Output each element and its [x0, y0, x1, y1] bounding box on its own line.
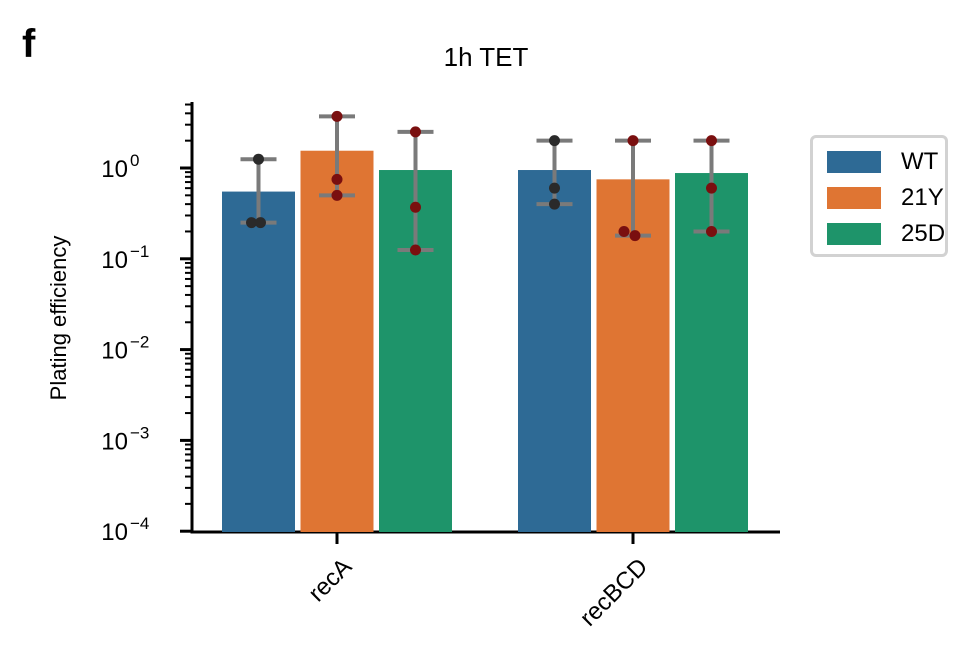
bar-reca-21y — [300, 150, 374, 532]
y-tick-label-exponent: −2 — [130, 333, 149, 352]
data-point — [706, 182, 717, 194]
x-tick-label-recbcd: recBCD — [575, 553, 653, 631]
data-point — [706, 135, 717, 147]
legend-swatch-wt — [827, 151, 881, 173]
bar-recbcd-wt — [518, 170, 591, 532]
y-tick-label-exponent: −3 — [130, 423, 149, 442]
legend-item-wt: WT — [827, 148, 939, 175]
bar-reca-wt — [222, 191, 295, 532]
panel-label: f — [22, 22, 36, 66]
legend: WT 21Y 25D — [810, 135, 948, 257]
y-tick-label: 10 — [101, 428, 128, 455]
data-point — [253, 153, 264, 165]
legend-label-25d: 25D — [901, 220, 946, 247]
legend-label-wt: WT — [901, 148, 939, 175]
legend-label-21y: 21Y — [901, 184, 944, 211]
legend-item-21y: 21Y — [827, 184, 944, 211]
data-point — [331, 189, 343, 201]
y-tick-label-exponent: −1 — [130, 242, 149, 261]
legend-swatch-21y — [827, 187, 881, 209]
data-point — [410, 126, 421, 138]
data-point — [706, 225, 717, 237]
x-tick-label-reca: recA — [303, 553, 357, 607]
legend-item-25d: 25D — [827, 220, 946, 247]
data-point — [549, 135, 560, 147]
chart-title: 1h TET — [443, 42, 529, 72]
data-point — [627, 135, 639, 147]
data-point — [331, 173, 343, 185]
data-point — [410, 201, 421, 213]
data-point — [549, 198, 560, 210]
legend-swatch-25d — [827, 223, 881, 245]
data-point — [246, 217, 257, 229]
y-axis-label: Plating efficiency — [46, 236, 71, 401]
data-point — [618, 225, 630, 237]
y-tick-label: 10 — [101, 156, 128, 183]
data-point — [629, 230, 641, 242]
y-tick-label: 10 — [101, 338, 128, 365]
data-point — [549, 182, 560, 194]
data-point — [331, 110, 343, 122]
data-point — [410, 244, 421, 256]
y-tick-label: 10 — [101, 247, 128, 274]
y-tick-label: 10 — [101, 519, 128, 546]
data-point — [255, 217, 266, 229]
y-tick-label-exponent: −4 — [130, 514, 149, 533]
y-tick-label-exponent: 0 — [130, 151, 139, 170]
